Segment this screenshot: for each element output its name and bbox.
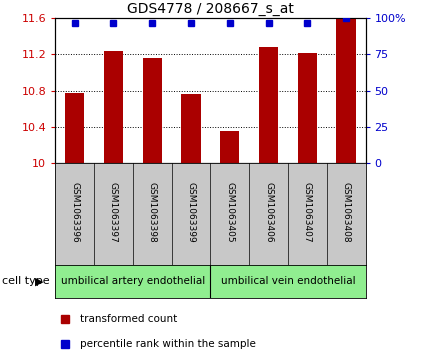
Text: cell type: cell type [2, 276, 50, 286]
Text: GSM1063406: GSM1063406 [264, 182, 273, 242]
Bar [104, 51, 123, 163]
Text: GSM1063407: GSM1063407 [303, 182, 312, 242]
Text: percentile rank within the sample: percentile rank within the sample [80, 339, 256, 350]
Text: GSM1063399: GSM1063399 [187, 182, 196, 242]
Bar [259, 47, 278, 163]
Bar [181, 94, 201, 163]
Bar [220, 131, 239, 163]
Text: GSM1063396: GSM1063396 [70, 182, 79, 242]
Text: umbilical artery endothelial: umbilical artery endothelial [61, 276, 205, 286]
Bar [298, 53, 317, 163]
Text: transformed count: transformed count [80, 314, 177, 323]
Bar [337, 18, 356, 163]
Title: GDS4778 / 208667_s_at: GDS4778 / 208667_s_at [127, 2, 294, 16]
Bar [142, 58, 162, 163]
Text: GSM1063397: GSM1063397 [109, 182, 118, 242]
Text: GSM1063405: GSM1063405 [225, 182, 234, 242]
Text: umbilical vein endothelial: umbilical vein endothelial [221, 276, 355, 286]
Text: GSM1063398: GSM1063398 [148, 182, 157, 242]
Bar [65, 93, 84, 163]
Text: ▶: ▶ [35, 276, 44, 286]
Text: GSM1063408: GSM1063408 [342, 182, 351, 242]
